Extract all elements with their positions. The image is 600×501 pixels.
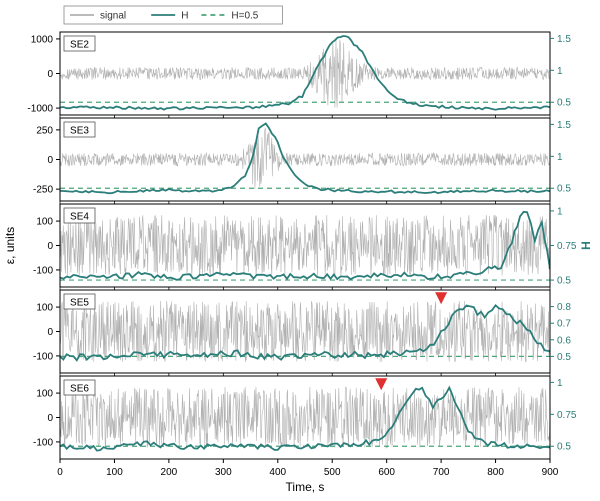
panel-id: SE5 [70,298,89,309]
ytick-left: 0 [47,413,53,424]
event-marker [435,292,447,304]
ytick-left: -100 [33,437,53,448]
figure-container: ε, unitsHsignalHH=0.5SE2-1000010000.511.… [0,0,600,501]
ytick-left: 0 [47,69,53,80]
ytick-left: 100 [36,389,53,400]
xtick: 400 [269,467,286,478]
xtick: 800 [487,467,504,478]
xtick: 0 [57,467,63,478]
ytick-right: 0.5 [557,352,571,363]
ytick-right: 1 [557,206,563,217]
ytick-right: 0.8 [557,302,571,313]
ytick-left: -100 [33,265,53,276]
ytick-right: 1 [557,152,563,163]
ytick-right: 0.5 [557,184,571,195]
ytick-right: 0.7 [557,319,571,330]
ytick-left: 1000 [31,34,54,45]
panel-SE5: SE5 -100 0 100 0.5 0.6 0.7 0.8 [33,290,571,376]
ytick-right: 1.5 [557,120,571,131]
ytick-right: 0.5 [557,276,571,287]
ytick-right: 0.6 [557,335,571,346]
signal-line [60,40,550,108]
ytick-left: -100 [33,351,53,362]
ytick-left: 0 [47,327,53,338]
ytick-right: 1.5 [557,34,571,45]
panel-id: SE3 [70,126,89,137]
figure-svg: ε, unitsHsignalHH=0.5SE2-1000010000.511.… [0,0,600,501]
ytick-right: 0.5 [557,442,571,453]
panel-id: SE6 [70,384,89,395]
panel-id: SE4 [70,212,89,223]
panel-SE2: SE2 -1000 0 1000 0.5 1 1.5 [27,32,571,118]
legend: signal H H=0.5 [64,6,282,24]
xtick: 900 [542,467,559,478]
xlabel: Time, s [286,480,325,494]
ytick-right: 1 [557,66,563,77]
xtick: 300 [215,467,232,478]
ytick-right: 0.75 [557,241,577,252]
event-marker [375,378,387,390]
ytick-right: 0.75 [557,410,577,421]
xtick: 100 [106,467,123,478]
panel-SE6: SE6 -100 0 100 0.5 0.75 1 0 100 200 300 400 500 600 70… [33,376,577,494]
ytick-right: 1 [557,378,563,389]
ylabel-left: ε, units [3,227,17,264]
ytick-left: 0 [47,241,53,252]
panel-SE4: SE4 -100 0 100 0.5 0.75 1 [33,204,577,290]
signal-line [60,215,550,276]
legend-label: H [181,11,188,22]
xtick: 200 [161,467,178,478]
xtick: 500 [324,467,341,478]
ytick-left: -250 [33,185,53,196]
signal-line [60,128,550,189]
xtick: 700 [433,467,450,478]
xtick: 600 [378,467,395,478]
legend-label: signal [100,11,126,22]
ytick-right: 0.5 [557,98,571,109]
panel-SE3: SE3 -250 0 250 0.5 1 1.5 [33,118,571,204]
ytick-left: 100 [36,303,53,314]
ytick-left: -1000 [27,104,53,115]
ylabel-right: H [579,241,593,250]
ytick-left: 250 [36,125,53,136]
ytick-left: 0 [47,155,53,166]
panel-id: SE2 [70,40,89,51]
legend-label: H=0.5 [231,11,258,22]
ytick-left: 100 [36,217,53,228]
